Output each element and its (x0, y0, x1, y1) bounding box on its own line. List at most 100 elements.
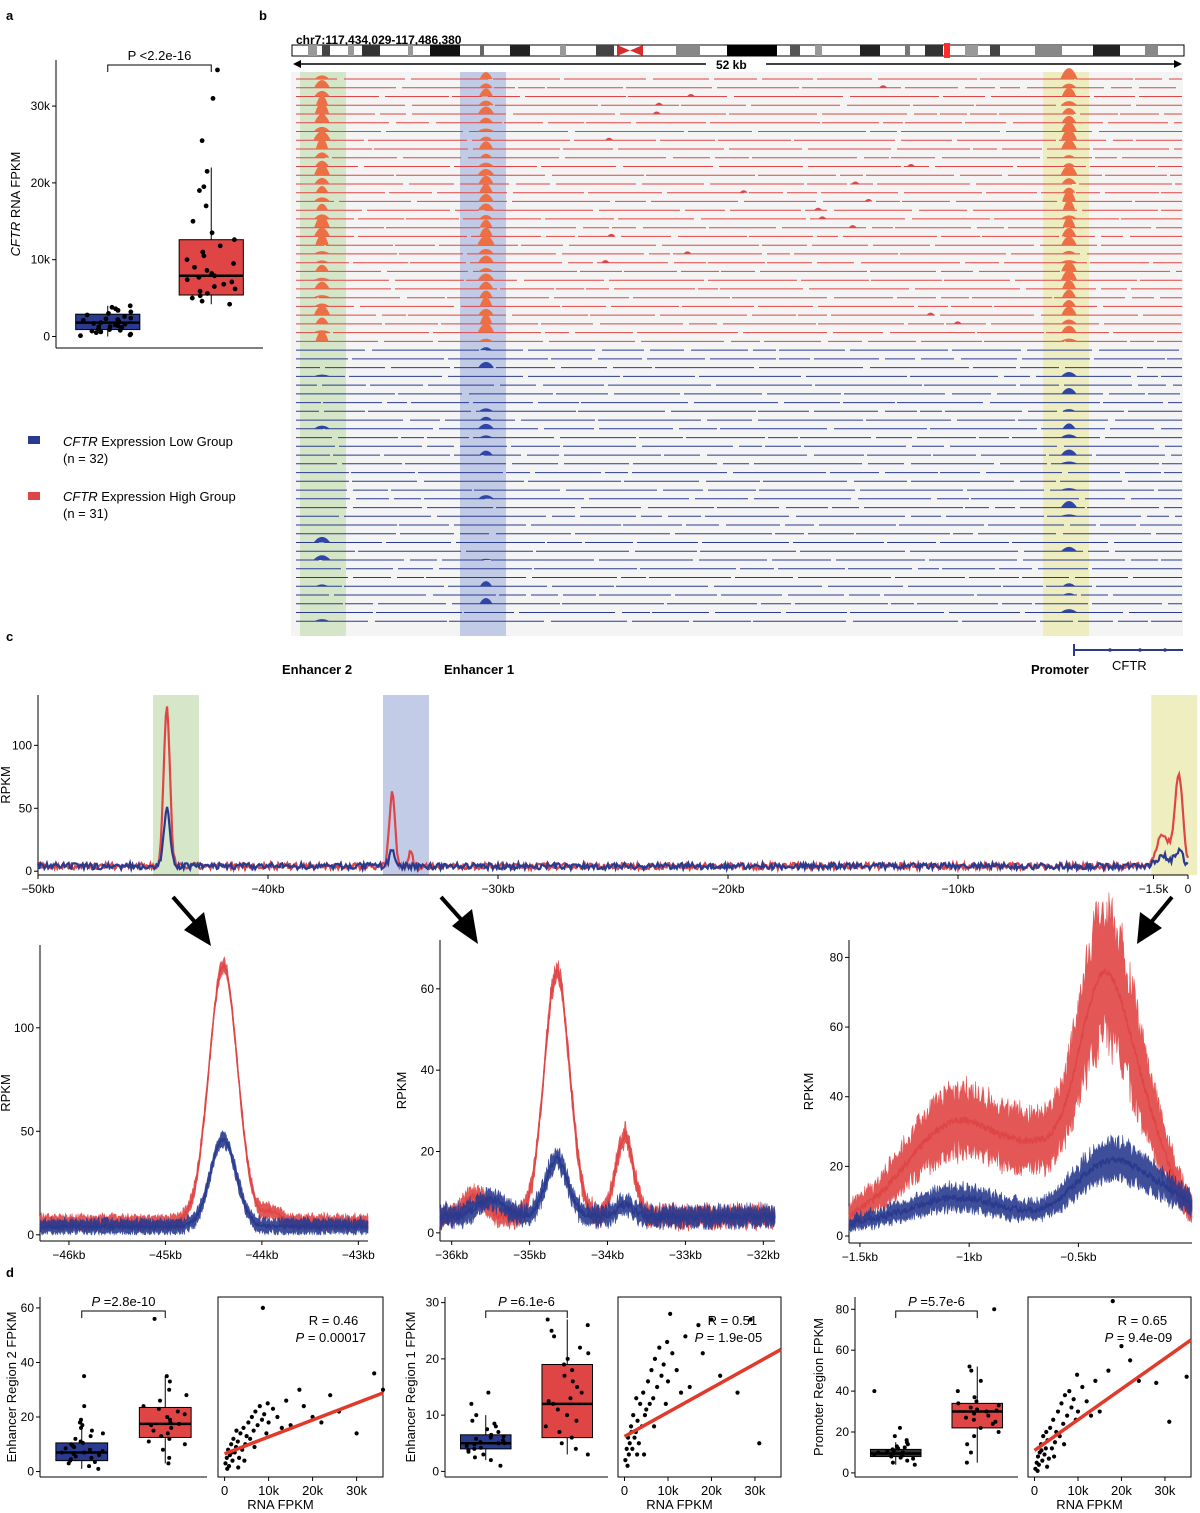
data-point (501, 1438, 506, 1443)
track-peak (315, 203, 329, 211)
data-point (968, 1450, 973, 1455)
data-point (372, 1371, 377, 1376)
data-point (965, 1442, 970, 1447)
y-axis-label: RPKM (394, 1072, 409, 1110)
panel-label-c: c (6, 629, 13, 644)
track-peak (1061, 319, 1077, 324)
data-point (994, 1408, 999, 1413)
promoter-highlight (1151, 695, 1198, 875)
y-tick-label: 80 (836, 1302, 850, 1316)
y-tick-label: 20 (421, 1145, 435, 1159)
track-peak (1062, 190, 1076, 202)
data-point (1035, 1468, 1040, 1473)
data-point (644, 1407, 649, 1412)
data-point (630, 1446, 635, 1451)
track-peak (1061, 299, 1077, 307)
data-point (1075, 1372, 1080, 1377)
data-point (492, 1421, 497, 1426)
track-peak (477, 235, 495, 246)
panel-label-d: d (6, 1265, 14, 1280)
y-tick-label: 50 (19, 801, 33, 815)
data-point (585, 1452, 590, 1457)
data-point (757, 1441, 762, 1446)
ideogram-band (348, 45, 354, 56)
data-point (128, 309, 134, 315)
legend: CFTR Expression Low Group (n = 32) CFTR … (28, 434, 236, 521)
data-point (152, 1316, 157, 1321)
data-point (209, 271, 215, 276)
data-point (297, 1387, 302, 1392)
data-point (972, 1395, 977, 1400)
track-peak (1061, 250, 1077, 254)
data-point (501, 1434, 506, 1439)
data-point (1041, 1433, 1046, 1439)
data-point (642, 1413, 648, 1418)
x-tick-label: −0.5kb (1060, 1250, 1097, 1264)
track-peak (478, 175, 494, 184)
data-point (900, 1453, 905, 1458)
data-point (197, 288, 203, 294)
data-point (496, 1441, 501, 1446)
data-point (100, 1449, 105, 1454)
data-point (80, 1423, 85, 1428)
cftr-gene-model: CFTR (1073, 644, 1183, 673)
data-point (82, 1404, 87, 1409)
data-point (971, 1417, 976, 1422)
track-peak (479, 297, 493, 307)
centromere (630, 45, 643, 56)
data-point (68, 1457, 73, 1462)
data-point (82, 1374, 87, 1379)
data-point (700, 1351, 705, 1356)
correlation-p: P = 0.00017 (296, 1330, 366, 1345)
ideogram-band (408, 45, 413, 56)
pvalue-bracket (107, 64, 212, 72)
box (138, 1406, 192, 1438)
track-peak (479, 83, 493, 88)
data-point (103, 316, 109, 322)
ideogram-band (676, 45, 700, 56)
data-point (204, 268, 210, 273)
track-peak (818, 216, 827, 219)
track-peak (477, 203, 495, 211)
track-peak (864, 198, 873, 202)
legend-high-label: CFTR Expression High Group (63, 489, 236, 504)
y-tick-label: 0 (842, 1466, 849, 1480)
data-point (119, 324, 125, 330)
data-point (1093, 1378, 1098, 1383)
track-peak (478, 88, 494, 97)
data-point (166, 1461, 171, 1466)
data-point (894, 1444, 899, 1449)
data-point (668, 1311, 673, 1316)
data-point (586, 1351, 591, 1356)
track-peak (477, 248, 495, 254)
data-point (470, 1418, 475, 1423)
data-point (192, 264, 197, 270)
data-point (209, 230, 215, 236)
track-peak (1060, 449, 1078, 456)
data-point (266, 1420, 271, 1425)
data-point (641, 1452, 647, 1457)
data-point (569, 1435, 574, 1440)
y-axis-label: RPKM (801, 1073, 816, 1111)
data-point (279, 1425, 284, 1431)
data-point (237, 1455, 242, 1461)
x-tick-label: −40kb (251, 882, 284, 896)
data-point (990, 1421, 995, 1426)
data-point (260, 1305, 265, 1311)
data-point (575, 1385, 580, 1389)
data-point (634, 1396, 639, 1401)
data-point (160, 1447, 165, 1452)
track-peak (479, 416, 493, 421)
pvalue-label: P <2.2e-16 (128, 48, 192, 63)
data-point (892, 1434, 897, 1439)
data-point (897, 1425, 902, 1430)
data-point (565, 1413, 570, 1418)
track-peak (477, 106, 495, 114)
data-point (478, 1445, 483, 1450)
data-point (964, 1460, 969, 1465)
legend-low-label: CFTR Expression Low Group (63, 434, 233, 449)
x-tick-label: −50kb (21, 882, 54, 896)
data-point (107, 324, 113, 329)
track-peak (314, 160, 330, 167)
ideogram-band (430, 45, 460, 56)
